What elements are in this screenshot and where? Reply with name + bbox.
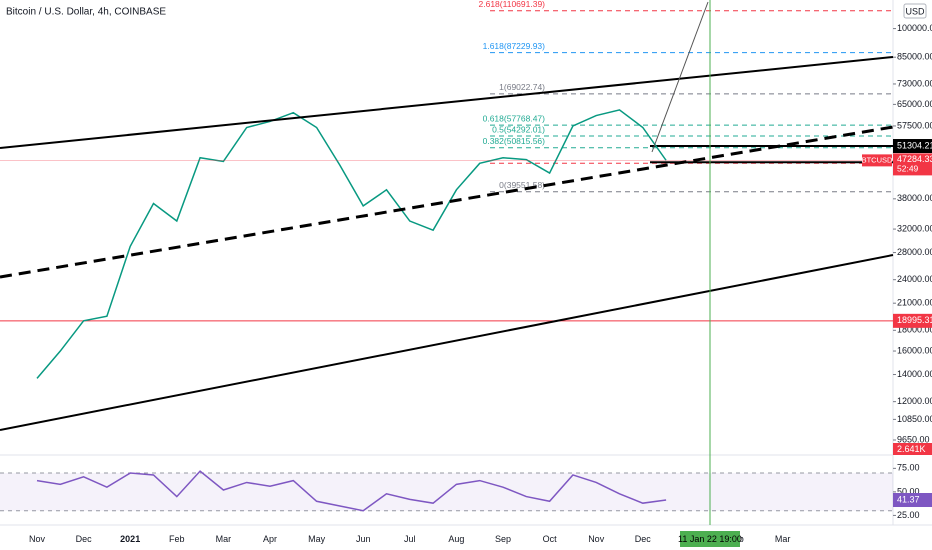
y-tick-label: 21000.00 xyxy=(897,298,932,308)
trendline-upper xyxy=(0,56,894,149)
last-price: 47284.33 xyxy=(897,154,932,164)
x-tick-label: Mar xyxy=(775,534,791,544)
price-label-box xyxy=(893,139,932,154)
trendline-lower xyxy=(0,254,894,431)
y-tick-label: 32000.00 xyxy=(897,223,932,233)
currency-box[interactable] xyxy=(903,3,927,19)
volume-label: 2.641K xyxy=(897,444,926,454)
x-tick-label: Jul xyxy=(404,534,416,544)
x-tick-label: Jun xyxy=(356,534,371,544)
currency[interactable]: USD xyxy=(905,6,925,16)
rsi-line xyxy=(36,470,667,512)
y-tick-label: 38000.00 xyxy=(897,193,932,203)
y-tick-label: 12000.00 xyxy=(897,396,932,406)
y-tick-label: 18000.00 xyxy=(897,325,932,335)
fib-label: 1(69022.74) xyxy=(499,82,545,92)
price-line xyxy=(36,109,667,379)
price-label: 51304.21 xyxy=(897,140,932,150)
symbol-title: Bitcoin / U.S. Dollar, 4h, COINBASE xyxy=(6,7,166,18)
fib-label: 0(39551.58) xyxy=(499,180,545,190)
x-tick-label: Dec xyxy=(76,534,93,544)
fib-label: 1.618(87229.93) xyxy=(483,41,546,51)
x-tick-label: May xyxy=(308,534,326,544)
y-tick-label: 16000.00 xyxy=(897,345,932,355)
x-tick-label: Apr xyxy=(263,534,277,544)
rsi-value: 41.37 xyxy=(897,494,920,504)
y-tick-label: 25.00 xyxy=(897,510,920,520)
countdown: 52:49 xyxy=(897,164,919,174)
y-tick-label: 57500.00 xyxy=(897,120,932,130)
projection-line xyxy=(651,1,709,153)
rsi-value-box xyxy=(893,493,932,508)
x-tick-label: Dec xyxy=(635,534,652,544)
price-label-box xyxy=(893,313,932,328)
volume-label-box xyxy=(893,443,932,455)
price-label: 18995.31 xyxy=(897,315,932,325)
x-tick-label: Feb xyxy=(169,534,185,544)
series-name: BTCUSD xyxy=(862,155,893,164)
x-tick-label: Mar xyxy=(216,534,232,544)
y-tick-label: 73000.00 xyxy=(897,78,932,88)
crosshair-label-box xyxy=(680,531,740,547)
series-name-box xyxy=(862,154,892,167)
fib-label: 0.382(50815.56) xyxy=(483,136,546,146)
y-tick-label: 75.00 xyxy=(897,463,920,473)
y-tick-label: 14000.00 xyxy=(897,369,932,379)
fib-label: 2.618(110691.39) xyxy=(479,0,546,9)
y-tick-label: 10850.00 xyxy=(897,414,932,424)
fib-label: 0.5(54292.01) xyxy=(492,124,545,134)
y-tick-label: 28000.00 xyxy=(897,247,932,257)
y-tick-label: 9650.00 xyxy=(897,434,930,444)
x-tick-label: Nov xyxy=(29,534,46,544)
y-tick-label: 65000.00 xyxy=(897,99,932,109)
x-tick-label: Aug xyxy=(448,534,464,544)
fib-label: 0.618(57768.47) xyxy=(483,113,546,123)
last-price-box xyxy=(893,153,932,176)
y-tick-label: 50.00 xyxy=(897,486,920,496)
y-tick-label: 85000.00 xyxy=(897,52,932,62)
x-tick-label: Nov xyxy=(588,534,605,544)
x-tick-label: Sep xyxy=(495,534,511,544)
x-tick-label: Oct xyxy=(543,534,558,544)
x-tick-label: 2021 xyxy=(120,534,140,544)
crosshair-label: 11 Jan 22 19:00 xyxy=(678,534,742,544)
y-tick-label: 100000.00 xyxy=(897,23,932,33)
y-tick-label: 24000.00 xyxy=(897,274,932,284)
